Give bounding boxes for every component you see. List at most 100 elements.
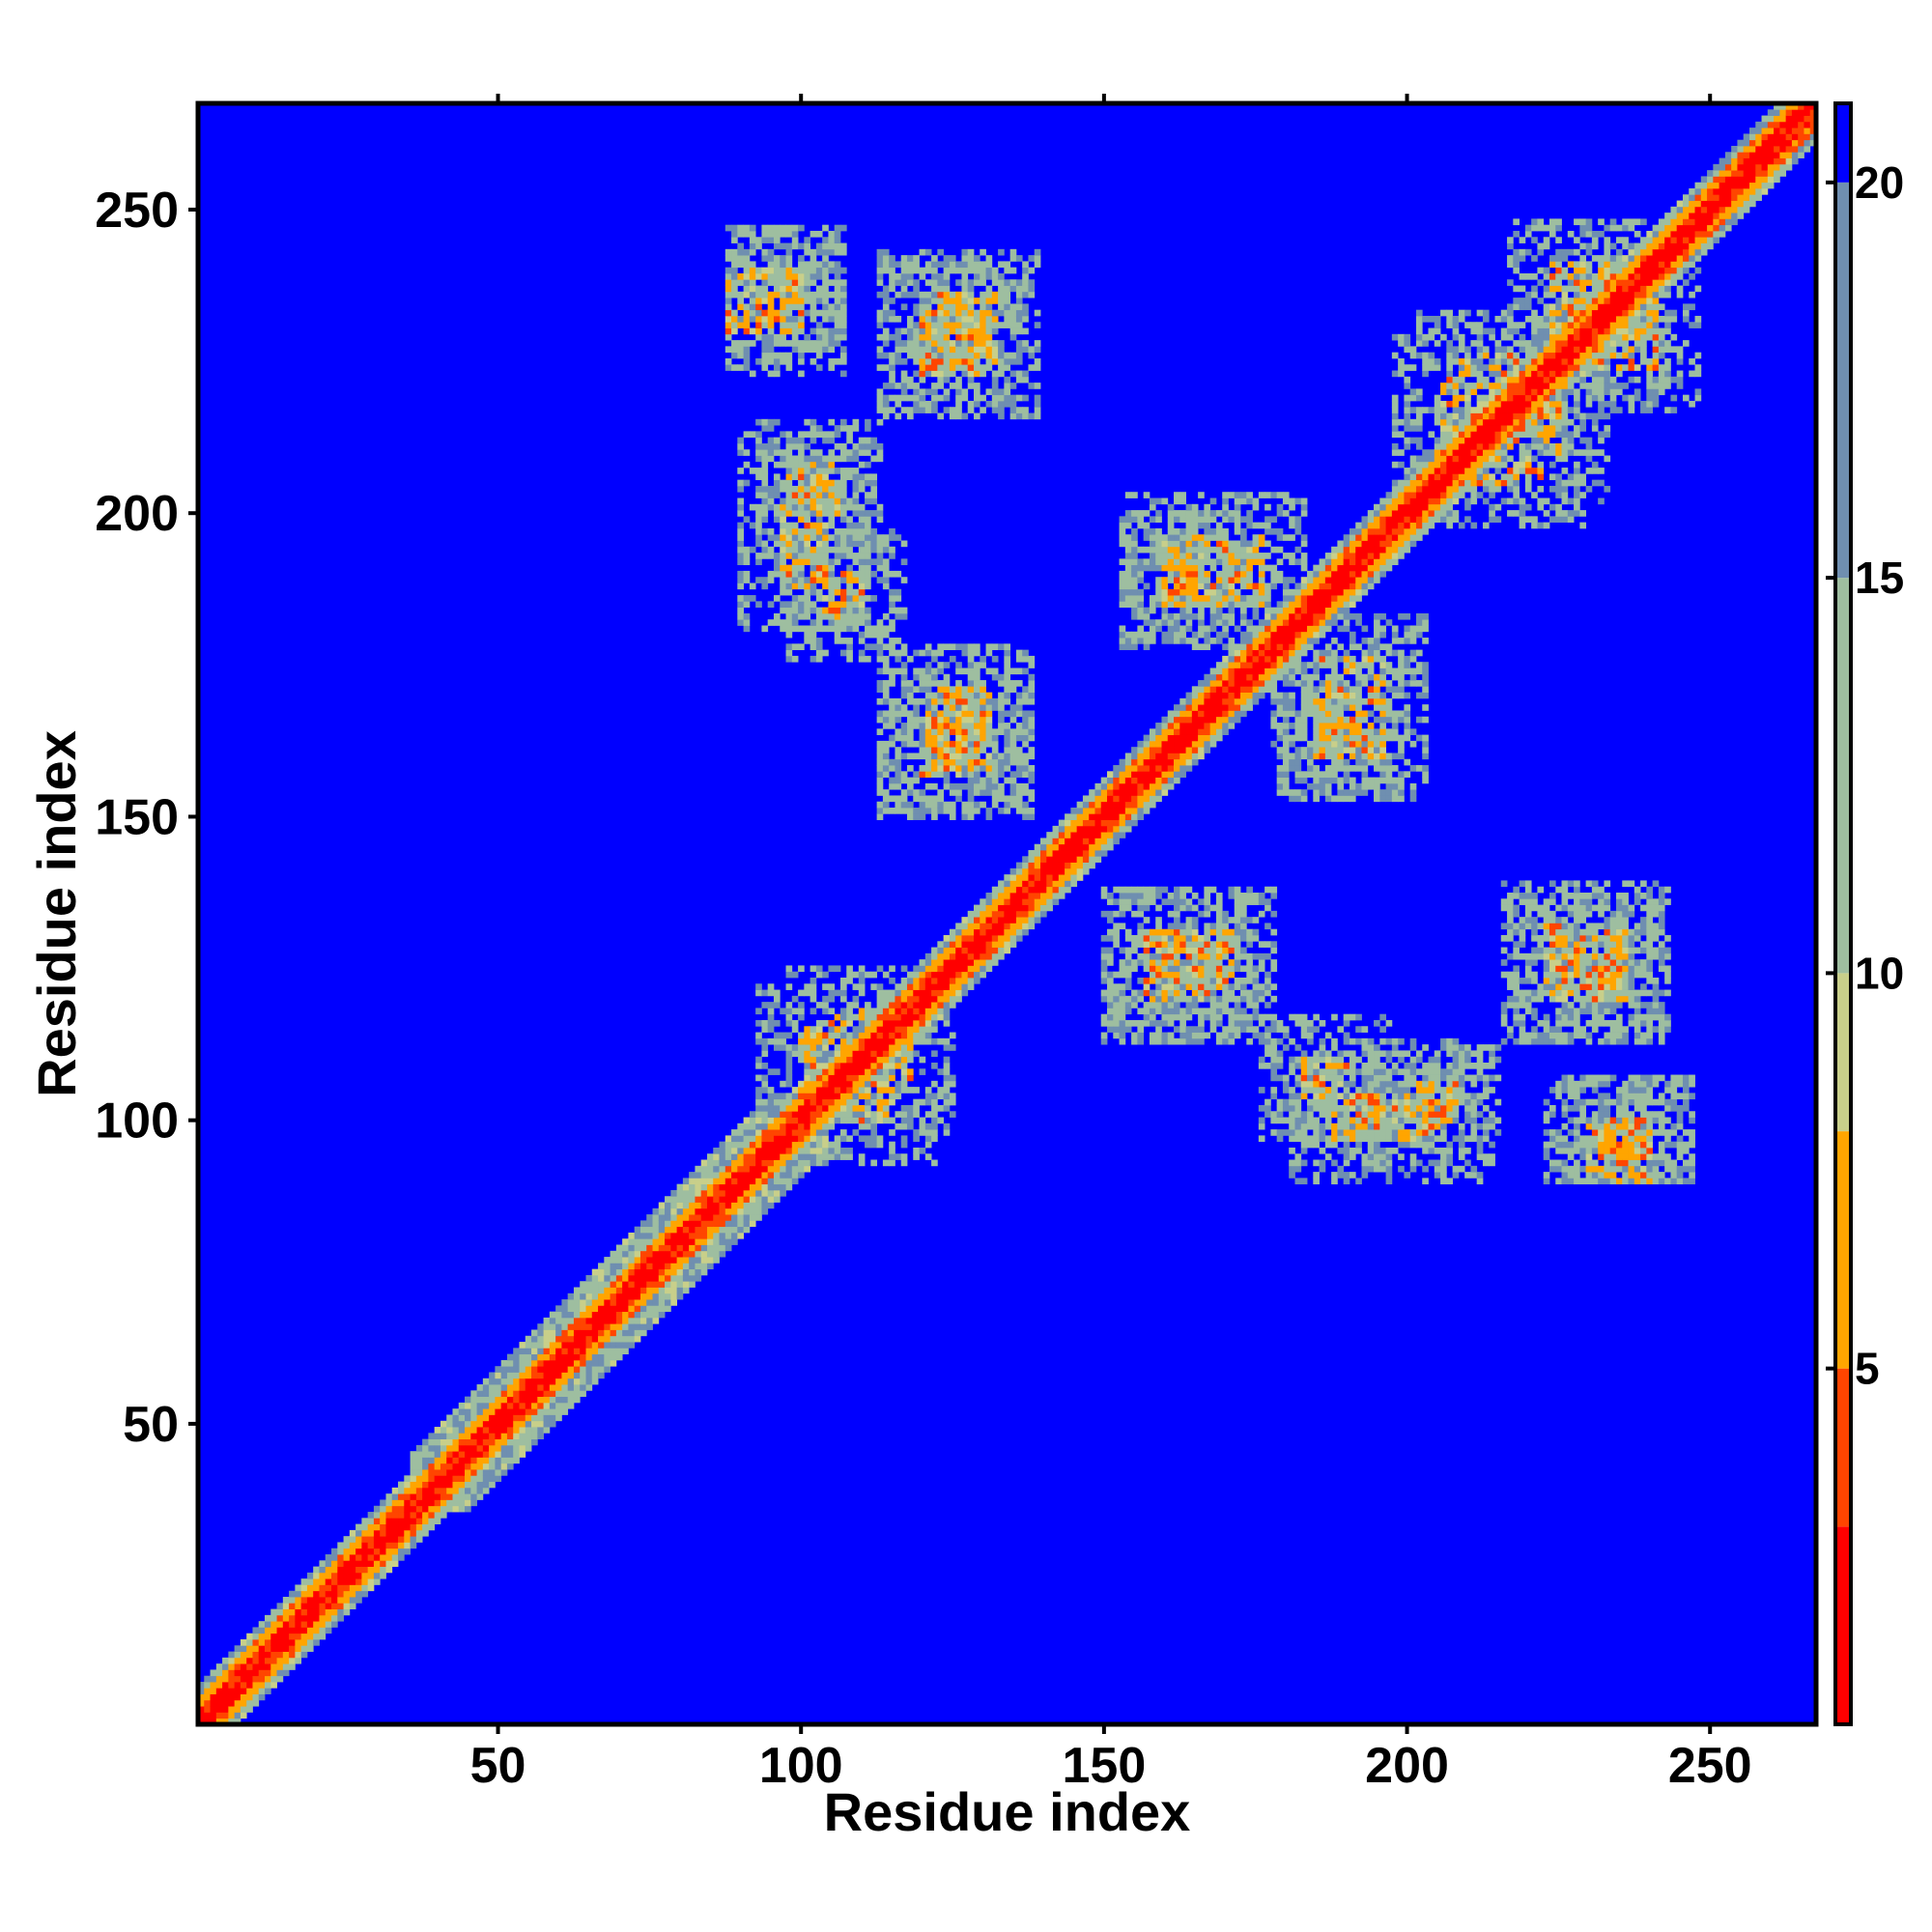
heatmap-cell: [665, 1281, 671, 1288]
heatmap-cell: [482, 1402, 490, 1409]
heatmap-cell: [1124, 898, 1132, 905]
heatmap-cell: [761, 340, 769, 347]
heatmap-cell: [998, 782, 1005, 790]
heatmap-cell: [567, 1311, 575, 1319]
heatmap-cell: [755, 516, 762, 524]
heatmap-cell: [652, 1263, 660, 1270]
heatmap-cell: [537, 1433, 544, 1440]
heatmap-cell: [791, 1026, 799, 1033]
heatmap-cell: [937, 965, 945, 973]
heatmap-cell: [889, 777, 895, 784]
heatmap-cell: [743, 357, 751, 365]
heatmap-cell: [846, 655, 853, 663]
heatmap-cell: [719, 1244, 726, 1252]
heatmap-cell: [1094, 856, 1102, 863]
heatmap-cell: [1034, 850, 1041, 857]
heatmap-cell: [367, 1518, 375, 1524]
heatmap-cell: [598, 1353, 605, 1361]
heatmap-cell: [882, 261, 890, 269]
heatmap-cell: [349, 1584, 356, 1592]
heatmap-cell: [767, 425, 775, 432]
heatmap-cell: [1009, 327, 1017, 335]
heatmap-cell: [1022, 272, 1029, 280]
heatmap-cell: [1034, 874, 1041, 881]
heatmap-cell: [1022, 867, 1029, 875]
heatmap-cell: [949, 407, 956, 413]
heatmap-cell: [889, 1019, 895, 1027]
heatmap-cell: [1022, 394, 1029, 402]
heatmap-cell: [985, 668, 993, 675]
heatmap-cell: [980, 941, 986, 948]
heatmap-cell: [955, 333, 962, 341]
heatmap-cell: [682, 1274, 690, 1282]
heatmap-cell: [991, 655, 999, 663]
heatmap-cell: [870, 1037, 878, 1045]
heatmap-cell: [434, 1475, 441, 1483]
heatmap-cell: [724, 267, 732, 274]
heatmap-cell: [839, 625, 847, 633]
heatmap-cell: [555, 1372, 562, 1379]
heatmap-cell: [780, 261, 786, 269]
heatmap-cell: [489, 1457, 496, 1464]
heatmap-cell: [422, 1518, 429, 1524]
heatmap-cell: [246, 1633, 253, 1640]
heatmap-cell: [980, 279, 986, 286]
heatmap-cell: [731, 224, 738, 232]
heatmap-cell: [967, 267, 975, 274]
heatmap-cell: [761, 291, 769, 298]
heatmap-cell: [695, 1189, 702, 1197]
heatmap-cell: [367, 1566, 375, 1574]
heatmap-cell: [828, 1050, 836, 1058]
heatmap-cell: [882, 315, 890, 323]
heatmap-cell: [846, 1135, 853, 1143]
heatmap-cell: [361, 1542, 369, 1549]
heatmap-cell: [622, 1335, 629, 1343]
heatmap-cell: [846, 619, 853, 626]
heatmap-cell: [222, 1682, 229, 1689]
heatmap-cell: [937, 740, 945, 748]
heatmap-cell: [222, 1712, 229, 1719]
heatmap-cell: [1076, 856, 1084, 863]
heatmap-cell: [737, 1129, 744, 1136]
heatmap-cell: [974, 782, 980, 790]
heatmap-cell: [931, 734, 938, 742]
heatmap-cell: [319, 1572, 327, 1579]
heatmap-cell: [961, 643, 969, 651]
heatmap-cell: [695, 1214, 702, 1221]
heatmap-cell: [865, 534, 871, 541]
heatmap-cell: [865, 553, 871, 559]
heatmap-cell: [980, 917, 986, 923]
heatmap-cell: [258, 1688, 266, 1694]
heatmap-cell: [1015, 407, 1023, 413]
heatmap-cell: [289, 1597, 296, 1604]
heatmap-cell: [943, 716, 951, 724]
heatmap-cell: [906, 261, 914, 269]
heatmap-cell: [349, 1572, 356, 1579]
heatmap-cell: [974, 333, 980, 341]
heatmap-cell: [1119, 959, 1126, 966]
heatmap-cell: [1113, 777, 1120, 784]
heatmap-cell: [858, 649, 866, 657]
heatmap-cell: [791, 995, 799, 1003]
heatmap-cell: [943, 935, 951, 942]
heatmap-cell: [785, 1135, 793, 1143]
heatmap-cell: [543, 1317, 551, 1324]
heatmap-cell: [706, 1202, 714, 1209]
heatmap-cell: [398, 1518, 405, 1524]
heatmap-cell: [1124, 546, 1132, 554]
heatmap-cell: [1009, 407, 1017, 413]
heatmap-cell: [810, 510, 817, 517]
heatmap-cell: [955, 680, 962, 687]
heatmap-cell: [1124, 577, 1132, 583]
heatmap-cell: [743, 558, 751, 566]
heatmap-cell: [852, 1062, 860, 1069]
heatmap-cell: [804, 1104, 811, 1112]
heatmap-cell: [785, 625, 793, 633]
heatmap-cell: [410, 1518, 417, 1524]
heatmap-cell: [980, 692, 986, 699]
heatmap-cell: [767, 333, 775, 341]
heatmap-cell: [858, 1056, 866, 1064]
heatmap-cell: [767, 370, 775, 378]
heatmap-cell: [804, 1026, 811, 1033]
heatmap-cell: [852, 1093, 860, 1100]
